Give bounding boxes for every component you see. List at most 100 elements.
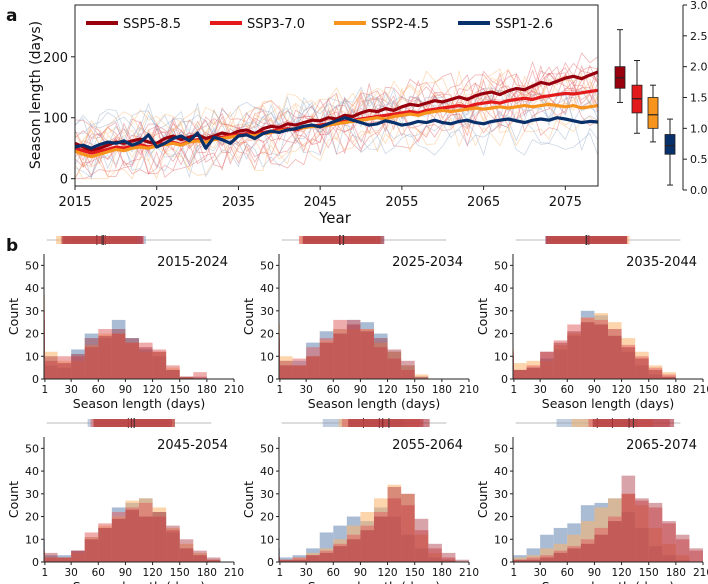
- hist-bar: [346, 324, 361, 379]
- hist-y-tick-label: 50: [260, 259, 274, 272]
- hist-x-tick-label: 120: [378, 567, 398, 579]
- hist-bar: [580, 322, 595, 379]
- hist-bar: [57, 557, 72, 562]
- hist-x-tick-label: 30: [64, 567, 77, 579]
- hist-bar: [125, 342, 139, 379]
- hist-bar: [152, 512, 167, 562]
- boxplot-panel: 0.0 0.5 1.0 1.5 2.0 2.5 3.0: [614, 0, 708, 197]
- hist-ylabel: Count: [241, 481, 256, 518]
- ensemble-line-ssp585: [74, 52, 599, 144]
- hist-bar: [621, 347, 636, 379]
- box-ssp126: [664, 134, 676, 155]
- hist-y-tick-label: 50: [260, 442, 274, 455]
- hist-bar: [360, 331, 374, 379]
- hist-bar: [111, 333, 126, 379]
- hist-bar: [567, 548, 581, 562]
- hist-x-tick-label: 1: [42, 384, 49, 396]
- hist-bar: [414, 376, 429, 379]
- hist-bar: [152, 516, 167, 562]
- hist-bar: [608, 516, 622, 562]
- legend-label-ssp126: SSP1-2.6: [495, 17, 553, 32]
- hist-bar: [374, 516, 388, 562]
- hist-bar: [513, 559, 527, 562]
- hist-bar: [98, 329, 112, 379]
- hist-x-tick-label: 90: [119, 567, 132, 579]
- histogram-panel: 0 10 20 30 40 50 1 30 60 90 120 150 180 210 Season len…: [475, 418, 708, 584]
- hist-bar: [360, 525, 374, 562]
- hist-x-tick-label: 1: [277, 384, 284, 396]
- hist-bar: [319, 552, 334, 562]
- ensemble-line-ssp370: [74, 64, 599, 148]
- hist-x-tick-label: 210: [459, 567, 479, 579]
- ensemble-line-ssp245: [74, 101, 599, 179]
- hist-x-tick-label: 150: [639, 384, 659, 396]
- hist-bar: [179, 376, 194, 379]
- hist-bar: [648, 369, 663, 379]
- hist-x-tick-label: 210: [459, 384, 479, 396]
- histogram-panel: 0 10 20 30 40 50 1 30 60 90 120 150 180 210 Season len…: [241, 235, 479, 411]
- hist-bar: [346, 534, 361, 562]
- hist-x-tick-label: 180: [666, 567, 686, 579]
- legend: SSP5-8.5 SSP3-7.0 SSP2-4.5 SSP1-2.6: [86, 17, 553, 32]
- hist-bar: [387, 487, 402, 562]
- hist-y-tick-label: 10: [494, 533, 508, 546]
- hist-bar: [306, 356, 320, 379]
- legend-label-ssp370: SSP3-7.0: [247, 17, 305, 32]
- hist-y-tick-label: 10: [260, 350, 274, 363]
- x-tick-label: 2055: [385, 195, 418, 210]
- hist-bar: [387, 349, 402, 379]
- legend-label-ssp585: SSP5-8.5: [123, 17, 181, 32]
- hist-y-tick-label: 40: [494, 465, 508, 478]
- boxplot-tick-label: 1.5: [690, 92, 708, 105]
- ensemble-line-ssp585: [75, 81, 599, 180]
- hist-bar: [360, 329, 374, 379]
- hist-bar: [166, 365, 180, 379]
- hist-bar: [152, 351, 167, 379]
- hist-panel-title: 2045-2054: [157, 438, 228, 453]
- hist-bar: [608, 329, 622, 379]
- hist-y-tick-label: 20: [25, 511, 39, 524]
- boxplot-tick-label: 1.0: [690, 122, 708, 135]
- ensemble-line-ssp126: [74, 86, 599, 139]
- hist-bar: [635, 498, 649, 562]
- hist-bar: [540, 351, 554, 379]
- hist-y-tick-label: 30: [25, 488, 39, 501]
- hist-bar: [401, 369, 415, 379]
- hist-panel-title: 2055-2064: [392, 438, 463, 453]
- hist-y-tick-label: 30: [494, 305, 508, 318]
- hist-bar: [292, 358, 307, 379]
- hist-bar: [594, 319, 608, 379]
- hist-bar: [84, 347, 99, 379]
- hist-x-tick-label: 180: [197, 567, 217, 579]
- hist-bar: [139, 342, 153, 379]
- hist-bar: [57, 557, 72, 562]
- hist-x-tick-label: 180: [432, 384, 452, 396]
- timeseries-panel: 2015 2025 2035 2045 2055 2065 2075 0 100 200 Year…: [28, 4, 599, 227]
- hist-bar: [111, 518, 126, 562]
- hist-bar: [319, 342, 334, 379]
- timeseries-ylabel: Season length (days): [28, 21, 44, 169]
- hist-bar: [193, 555, 207, 562]
- hist-bar: [292, 557, 307, 562]
- hist-bar: [152, 349, 167, 379]
- hist-bar: [306, 347, 320, 379]
- hist-bar: [553, 552, 568, 562]
- hist-bar: [662, 374, 676, 379]
- hist-y-tick-label: 20: [494, 328, 508, 341]
- hist-x-tick-label: 30: [299, 384, 312, 396]
- hist-x-tick-label: 180: [432, 567, 452, 579]
- hist-bar: [179, 548, 194, 562]
- hist-y-tick-label: 20: [494, 511, 508, 524]
- hist-x-tick-label: 210: [224, 567, 244, 579]
- hist-y-tick-label: 10: [494, 350, 508, 363]
- histogram-panel: 0 10 20 30 40 50 1 30 60 90 120 150 180 210 Season len…: [6, 235, 244, 411]
- hist-y-tick-label: 30: [260, 488, 274, 501]
- hist-bar: [125, 338, 139, 379]
- hist-bar: [540, 557, 554, 562]
- hist-bar: [333, 333, 347, 379]
- mean-line-ssp585: [74, 70, 599, 153]
- hist-bar: [621, 344, 636, 379]
- hist-bar: [540, 555, 554, 562]
- hist-x-tick-label: 150: [170, 567, 190, 579]
- ensemble-line-ssp126: [74, 90, 599, 144]
